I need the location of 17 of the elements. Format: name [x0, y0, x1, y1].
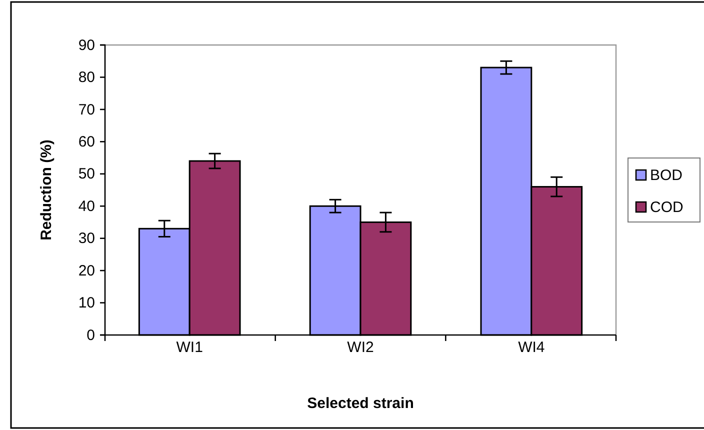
x-tick-label: WI2	[347, 339, 374, 356]
x-axis-title: Selected strain	[307, 395, 414, 412]
y-tick-label: 10	[78, 294, 95, 312]
y-tick-label: 70	[78, 101, 95, 118]
y-tick-label: 20	[78, 262, 95, 280]
y-tick-label: 30	[78, 230, 95, 248]
legend-label: COD	[650, 199, 684, 216]
y-axis-title: Reduction (%)	[38, 140, 55, 240]
y-tick-label: 50	[78, 166, 95, 183]
y-tick-label: 80	[78, 69, 95, 86]
x-tick-label: WI1	[176, 339, 203, 356]
y-tick-label: 90	[78, 36, 95, 54]
x-tick-label: WI4	[518, 339, 545, 356]
y-tick-label: 40	[78, 198, 95, 215]
y-tick-label: 60	[78, 133, 95, 150]
y-tick-label: 0	[86, 326, 95, 344]
legend-label: BOD	[650, 167, 683, 184]
